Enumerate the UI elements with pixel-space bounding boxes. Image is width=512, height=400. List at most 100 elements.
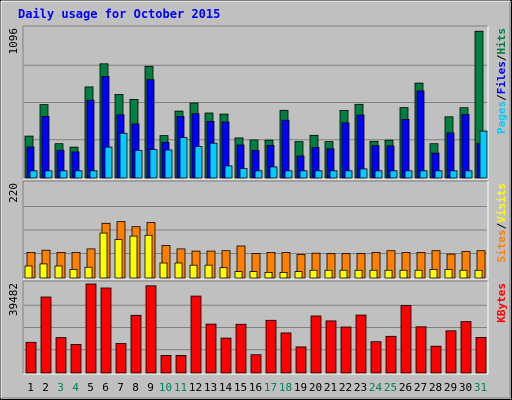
bar-pages-day-20	[314, 170, 323, 179]
x-tick-label-day-16: 16	[249, 381, 262, 394]
bar-kbytes-day-8	[130, 314, 142, 374]
bar-pages-day-27	[419, 170, 428, 179]
x-tick-label-day-25: 25	[384, 381, 397, 394]
bar-sites-day-27	[414, 269, 423, 279]
bar-kbytes-day-28	[430, 345, 442, 374]
x-tick-label-day-23: 23	[354, 381, 367, 394]
x-tick-label-day-5: 5	[87, 381, 94, 394]
bar-pages-day-14	[224, 165, 233, 179]
series-kbytes	[25, 283, 487, 374]
bar-kbytes-day-31	[475, 336, 487, 374]
bar-kbytes-day-12	[190, 295, 202, 374]
y-max-label: 220	[7, 183, 20, 203]
bar-kbytes-day-22	[340, 326, 352, 374]
bar-sites-day-9	[144, 234, 153, 279]
bar-kbytes-day-7	[115, 343, 127, 374]
x-tick-label-day-24: 24	[369, 381, 383, 394]
bar-pages-day-6	[104, 146, 113, 179]
x-tick-label-day-19: 19	[294, 381, 307, 394]
bar-kbytes-day-6	[100, 287, 112, 374]
bar-kbytes-day-24	[370, 341, 382, 374]
legend-entry: Files	[495, 61, 508, 94]
x-tick-label-day-1: 1	[27, 381, 34, 394]
bar-pages-day-18	[284, 170, 293, 179]
y-max-label: 39482	[7, 283, 20, 316]
bar-sites-day-18	[279, 271, 288, 279]
x-tick-label-day-21: 21	[324, 381, 337, 394]
x-tick-label-day-26: 26	[399, 381, 412, 394]
x-tick-label-day-12: 12	[189, 381, 202, 394]
bar-files-day-27	[416, 90, 425, 179]
bar-kbytes-day-1	[25, 341, 37, 374]
bar-kbytes-day-2	[40, 296, 52, 374]
legend-entry: /	[495, 94, 508, 101]
bar-kbytes-day-25	[385, 335, 397, 374]
series-sites	[24, 232, 483, 279]
bar-pages-day-5	[89, 170, 98, 179]
bar-kbytes-day-19	[295, 346, 307, 374]
legend-entry: Visits	[495, 183, 508, 223]
bar-pages-day-8	[134, 149, 143, 179]
x-tick-label-day-13: 13	[204, 381, 217, 394]
bar-pages-day-3	[59, 170, 68, 179]
panel-visits-sites: 220 Sites/Visits	[7, 180, 508, 280]
legend-visits-sites: Sites/Visits	[495, 183, 508, 263]
bar-kbytes-day-3	[55, 337, 67, 374]
bar-pages-day-16	[254, 170, 263, 179]
bar-kbytes-day-9	[145, 285, 157, 374]
bar-sites-day-30	[459, 269, 468, 279]
bar-sites-day-6	[99, 232, 108, 279]
bar-pages-day-7	[119, 132, 128, 179]
bar-pages-day-2	[44, 170, 53, 179]
bar-pages-day-11	[179, 137, 188, 179]
x-tick-label-day-7: 7	[117, 381, 124, 394]
bar-sites-day-14	[219, 267, 228, 279]
bar-kbytes-day-26	[400, 305, 412, 374]
bar-kbytes-day-20	[310, 315, 322, 374]
x-tick-label-day-8: 8	[132, 381, 139, 394]
bar-kbytes-day-5	[85, 283, 97, 374]
x-tick-label-day-29: 29	[444, 381, 457, 394]
x-tick-label-day-17: 17	[264, 381, 277, 394]
bar-sites-day-21	[324, 269, 333, 279]
series-pages	[29, 130, 488, 179]
bar-pages-day-25	[389, 170, 398, 179]
chart-title: Daily usage for October 2015	[18, 7, 220, 21]
legend-hits-files-pages: Pages/Files/Hits	[495, 28, 508, 134]
legend-entry: Hits	[495, 28, 508, 55]
bar-kbytes-day-13	[205, 323, 217, 374]
x-tick-label-day-18: 18	[279, 381, 292, 394]
bar-pages-day-24	[374, 170, 383, 179]
bar-sites-day-7	[114, 239, 123, 279]
bar-sites-day-16	[249, 271, 258, 279]
bar-pages-day-12	[194, 146, 203, 179]
x-tick-label-day-10: 10	[159, 381, 172, 394]
bar-pages-day-29	[449, 170, 458, 179]
bar-pages-day-1	[29, 170, 38, 179]
bar-sites-day-31	[474, 269, 483, 279]
bar-kbytes-day-21	[325, 320, 337, 374]
x-tick-label-day-9: 9	[147, 381, 154, 394]
x-tick-label-day-6: 6	[102, 381, 109, 394]
bar-kbytes-day-14	[220, 337, 232, 374]
bar-kbytes-day-16	[250, 354, 262, 374]
bar-kbytes-day-29	[445, 330, 457, 374]
x-tick-label-day-28: 28	[429, 381, 442, 394]
bar-kbytes-day-15	[235, 323, 247, 374]
bar-sites-day-19	[294, 271, 303, 279]
bar-files-day-26	[401, 119, 410, 179]
bar-pages-day-31	[479, 130, 488, 179]
legend-entry: /	[495, 222, 508, 229]
bar-kbytes-day-11	[175, 354, 187, 374]
bar-pages-day-17	[269, 166, 278, 179]
x-tick-label-day-22: 22	[339, 381, 352, 394]
bar-pages-day-13	[209, 142, 218, 179]
bar-pages-day-21	[329, 170, 338, 179]
x-tick-label-day-4: 4	[72, 381, 79, 394]
bar-pages-day-28	[434, 170, 443, 179]
bar-sites-day-29	[444, 269, 453, 279]
legend-kbytes: KBytes	[495, 283, 508, 323]
bar-sites-day-20	[309, 269, 318, 279]
